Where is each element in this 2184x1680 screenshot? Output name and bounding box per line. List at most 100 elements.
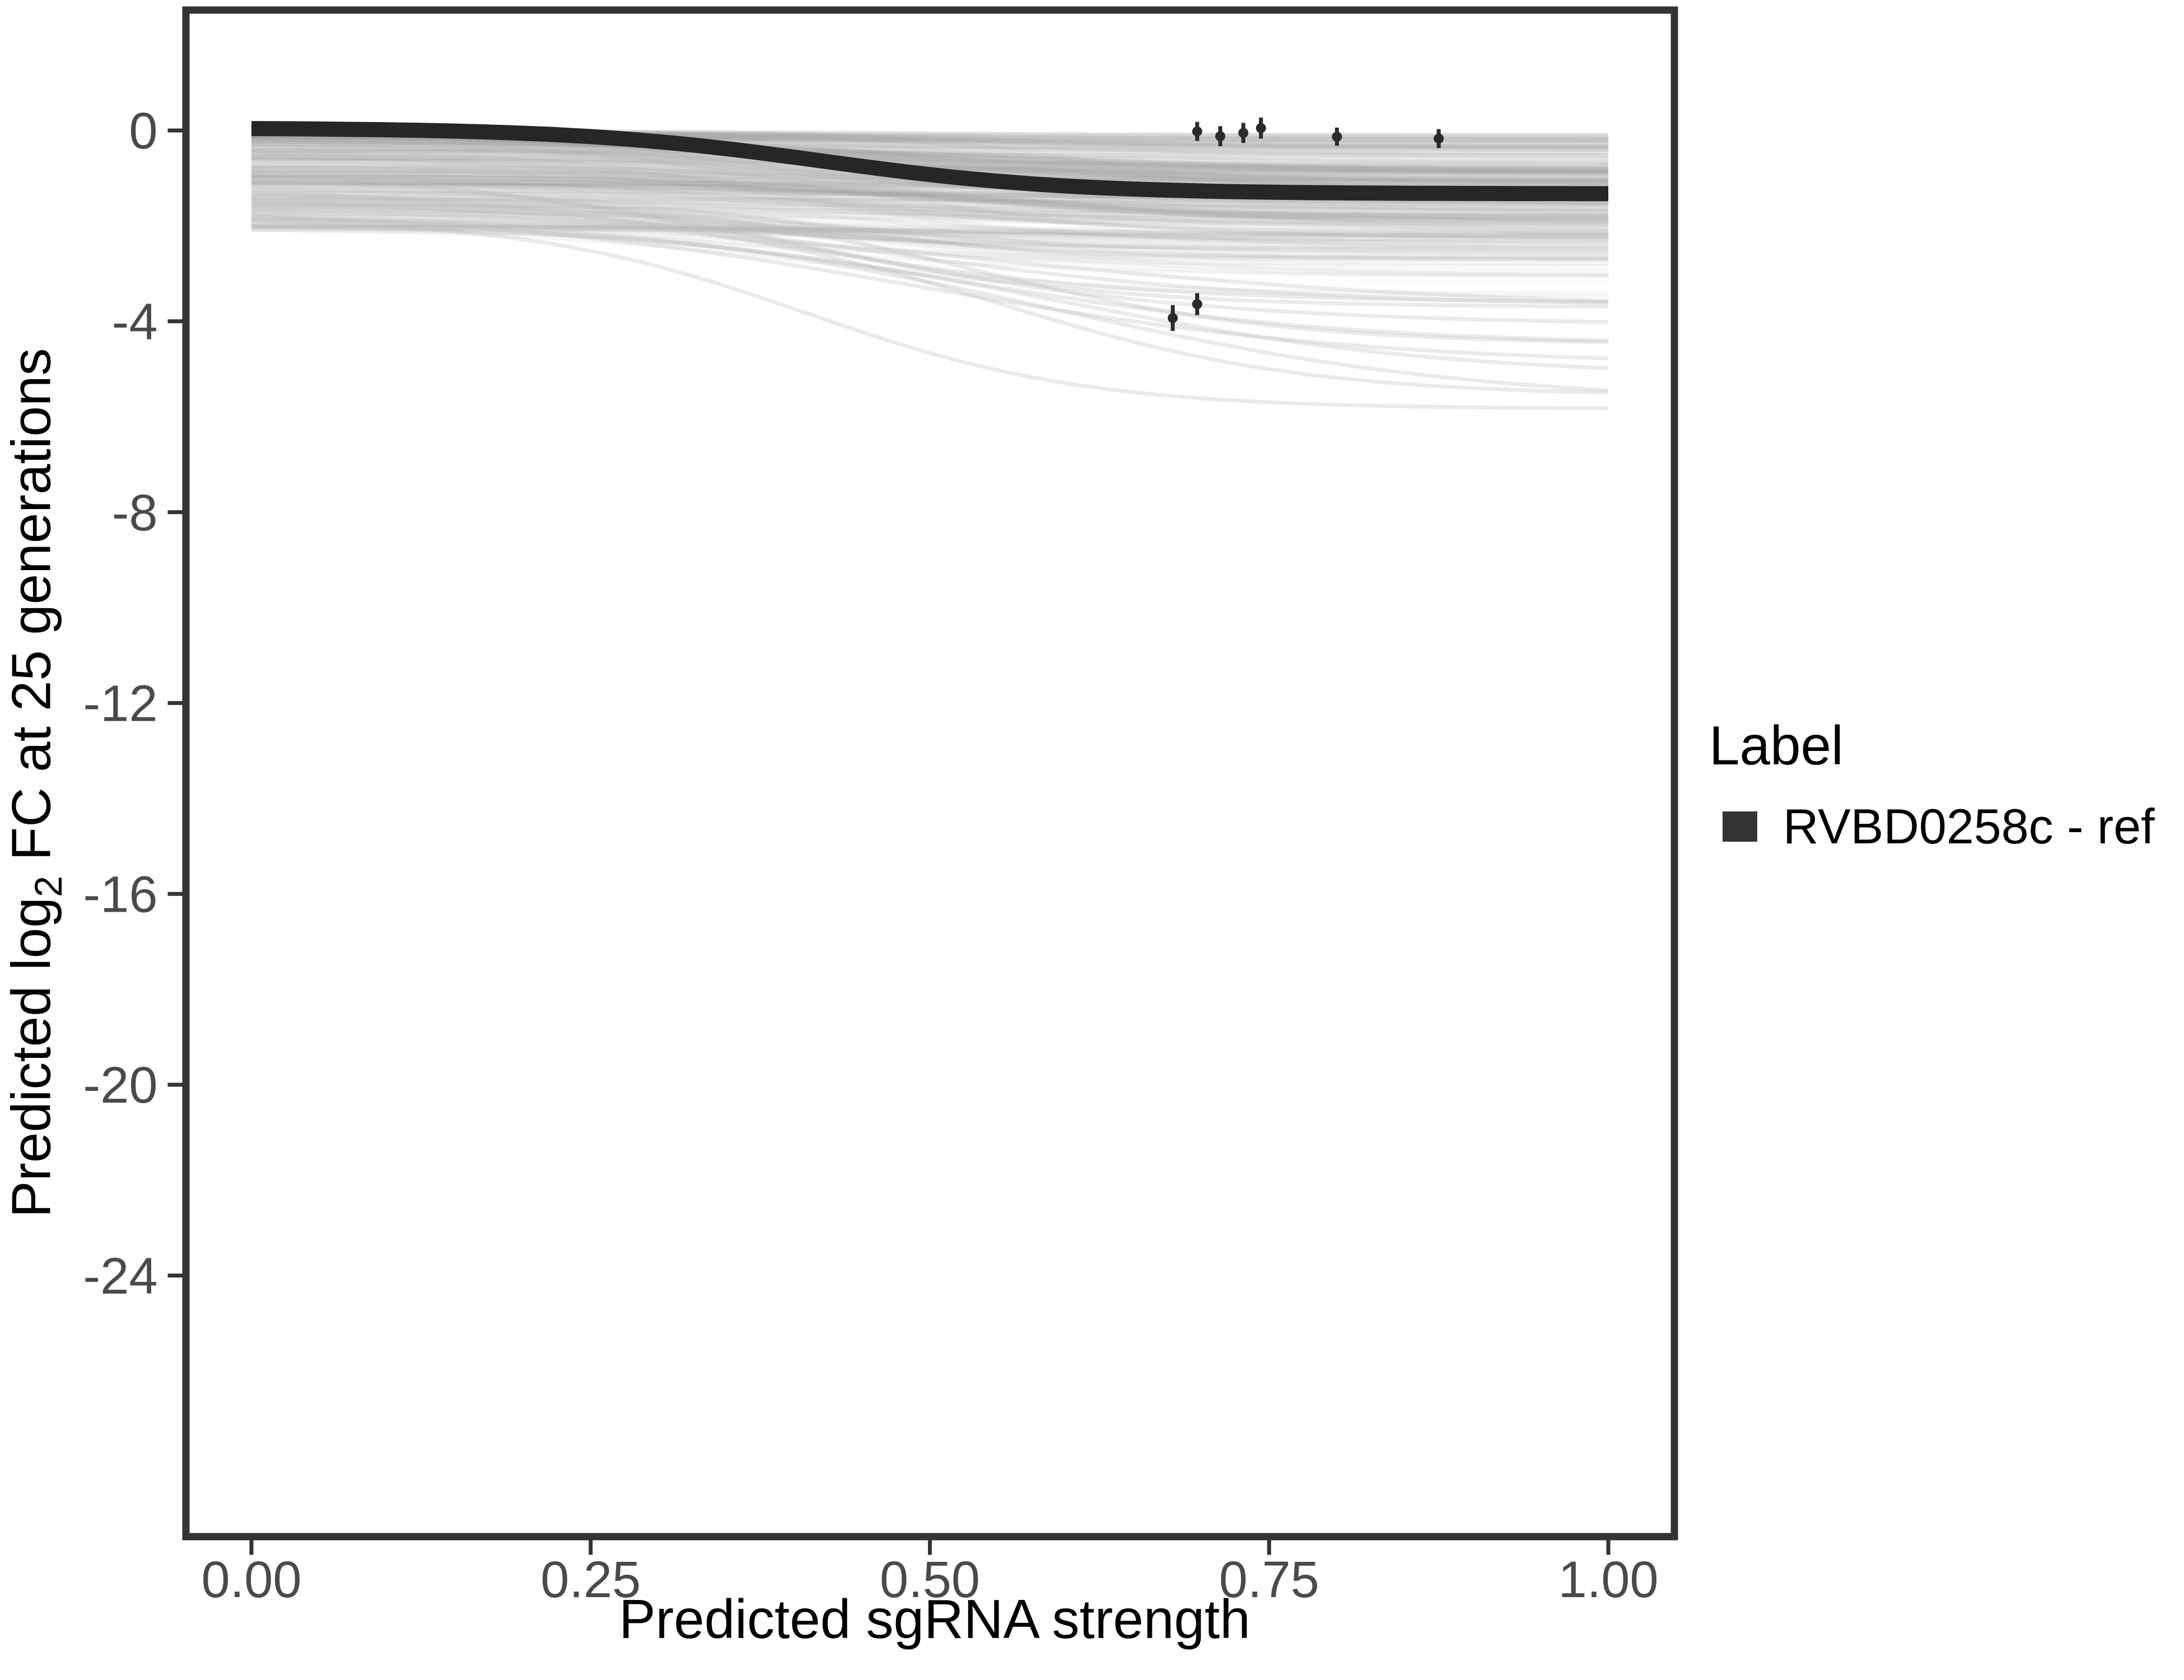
background-outlier-curve [251,218,1609,410]
background-outlier-curve [251,217,1609,303]
background-curve [251,181,1609,213]
legend: Label RVBD0258c - ref [1709,718,2155,851]
background-curve [251,218,1609,262]
background-curve [251,198,1608,209]
background-curve [251,181,1609,218]
background-curve [251,211,1608,225]
background-curve [251,180,1609,236]
background-curve [251,157,1608,174]
background-curve [251,178,1609,236]
background-curve [251,154,1608,168]
background-curve [251,216,1609,254]
y-tick-label: -4 [112,293,158,351]
x-tick-label: 0.25 [540,1551,641,1608]
background-curve [251,171,1609,214]
background-curve [251,135,1609,183]
background-curve [251,199,1608,211]
background-curve [251,211,1609,223]
plot-panel [186,10,1674,1537]
x-tick-label: 0.75 [1219,1551,1319,1608]
background-curve [251,153,1608,165]
background-curve [251,148,1609,156]
background-curve [251,197,1609,216]
background-curve [251,169,1609,240]
background-curve [251,202,1609,221]
background-curve [251,136,1608,208]
background-curve [251,155,1609,218]
background-curve [251,132,1608,176]
background-curve [251,210,1608,222]
background-curve [251,226,1609,297]
background-curve [251,223,1608,250]
x-axis-title: Predicted sgRNA strength [619,1588,1250,1650]
background-curve [251,198,1608,204]
y-axis-title-subscript: 2 [27,876,70,898]
background-curve [251,153,1609,168]
background-curve [251,141,1608,162]
legend-item-label: RVBD0258c - ref [1783,799,2155,854]
background-curve [251,148,1608,174]
background-curve [251,146,1609,169]
background-curve [251,184,1608,219]
y-tick-label: -16 [83,866,158,923]
background-curve [251,213,1608,239]
background-curve [251,202,1608,212]
panel-border [182,6,1678,1541]
background-curve [251,214,1609,239]
background-curve [251,203,1608,217]
background-curve [251,207,1609,259]
data-point [1256,123,1266,133]
background-curve [251,147,1608,158]
y-axis: 0 -4 -8 -12 -16 -20 -24 [83,102,183,1305]
background-curve [251,142,1609,173]
background-curve [251,217,1608,238]
data-point [1215,131,1226,142]
background-curve [251,143,1609,189]
background-curve [251,138,1609,174]
data-point [1192,126,1202,137]
background-curve [251,141,1609,176]
background-curve [251,207,1609,246]
background-curve [251,150,1609,172]
background-curve [251,206,1609,218]
background-curve [251,136,1609,174]
background-curve [251,224,1609,238]
background-curve [251,143,1609,165]
data-point [1238,128,1249,138]
data-point [1168,312,1178,323]
background-curve [251,136,1609,189]
background-curve [251,141,1609,152]
background-curve [251,175,1608,188]
background-curve [251,202,1609,278]
y-axis-title-rest: FC at 25 generations [0,348,62,876]
background-outlier-curve [251,216,1609,393]
legend-item: RVBD0258c - ref [1709,802,2155,851]
y-axis-title-text: Predicted [0,986,62,1218]
background-curve [251,203,1609,220]
background-curve [251,136,1609,184]
background-curve [251,189,1609,213]
background-outlier-curve [251,200,1609,305]
background-curve [251,165,1609,206]
background-curve [251,140,1608,214]
x-axis: 0.00 0.25 0.50 0.75 1.00 [201,1540,1659,1608]
background-curve [251,194,1609,251]
background-curve [251,190,1608,226]
y-tick-label: -24 [83,1248,158,1305]
background-outlier-curve [251,170,1609,324]
background-curve [251,169,1608,234]
background-outlier-curve [251,221,1609,343]
y-tick-label: -20 [83,1057,158,1114]
background-curve [251,189,1609,232]
background-outlier-curve [251,210,1609,395]
background-outlier-curve [251,214,1609,361]
background-curve [251,223,1609,245]
background-curve [251,225,1609,243]
background-curve [251,194,1609,233]
background-curve [251,198,1609,251]
background-curve [251,167,1609,212]
data-point [1434,133,1444,144]
reference-curve [251,121,1608,202]
